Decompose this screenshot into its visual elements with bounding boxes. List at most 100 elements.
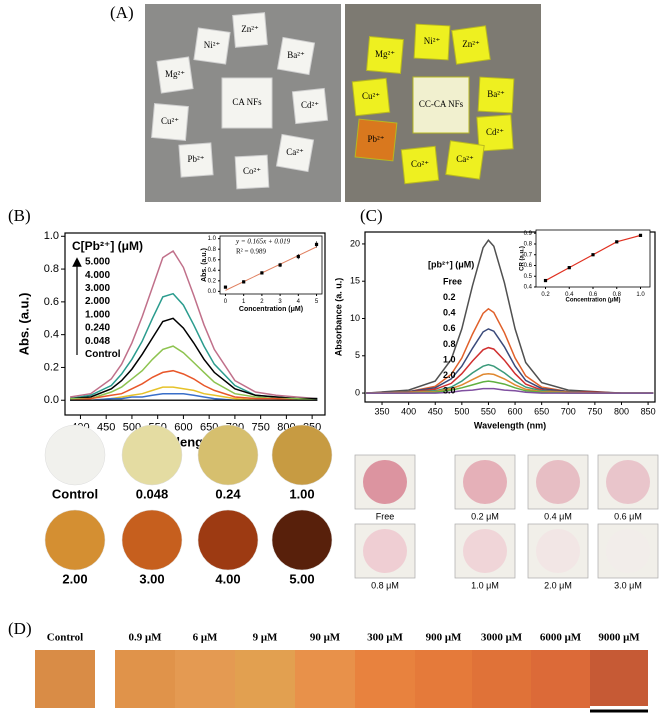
swatch-label: 300 μM	[367, 632, 403, 644]
sample-label: Ni²⁺	[424, 36, 441, 46]
photo-label: 1.0 μM	[471, 580, 499, 590]
data-point	[543, 278, 548, 283]
x-tick-label: 0	[224, 299, 228, 305]
swatch-photo	[355, 650, 415, 708]
legend-entry: 0.2	[443, 292, 456, 302]
y-tick-label: 5	[355, 350, 360, 360]
sample-square	[477, 76, 515, 114]
data-point	[638, 233, 643, 237]
photo-label: 0.048	[136, 486, 169, 501]
y-tick-label: 0.2	[208, 278, 217, 284]
y-axis-title: Absorbance (a. u.)	[333, 278, 343, 357]
x-tick-label: 450	[97, 422, 115, 434]
x-tick-label: 0.2	[541, 292, 550, 298]
legend-entry: 0.4	[443, 308, 456, 318]
sample-label: Ba²⁺	[487, 89, 505, 99]
sample-square	[178, 142, 214, 178]
sample-label: Pb²⁺	[368, 134, 385, 144]
swatch-photo	[590, 650, 648, 706]
x-axis-title: Concentration (μM)	[239, 306, 303, 313]
panel-label: (D)	[8, 619, 32, 638]
swatch-photo	[175, 650, 235, 708]
sample-square	[232, 12, 268, 48]
y-tick-label: 0.5	[524, 274, 533, 280]
data-point	[567, 266, 571, 270]
sample-square	[476, 114, 514, 152]
y-tick-label: 0.6	[524, 263, 533, 269]
test-paper-photo	[536, 460, 580, 504]
legend-entry: 1.000	[85, 309, 110, 320]
x-tick-label: 4	[297, 299, 301, 305]
x-tick-label: 5	[315, 299, 319, 305]
y-axis-title: Abs. (a.u.)	[201, 248, 208, 282]
swatch-label: 6000 μM	[540, 632, 582, 644]
x-axis-title: Wavelength (nm)	[474, 420, 546, 430]
photo-label: 3.0 μM	[614, 580, 642, 590]
swatch-photo	[115, 650, 175, 708]
sample-square	[445, 140, 485, 180]
spectrum-line	[366, 387, 654, 394]
spectrum-line	[366, 239, 654, 394]
x-tick-label: 3	[278, 299, 282, 305]
photo-label: 2.00	[62, 571, 87, 586]
y-tick-label: 0.4	[44, 329, 59, 341]
photo-label: 0.2 μM	[471, 511, 499, 521]
data-point	[223, 285, 228, 289]
y-tick-label: 0.8	[44, 263, 59, 275]
sample-square	[413, 23, 451, 61]
sample-label: CA NFs	[232, 97, 262, 107]
sample-label: Zn²⁺	[241, 24, 259, 34]
y-tick-label: 0.9	[524, 231, 533, 237]
y-tick-label: 1.0	[44, 230, 59, 242]
sample-label: Cu²⁺	[161, 116, 179, 126]
test-paper-photo	[463, 529, 507, 573]
x-tick-label: 650	[534, 407, 549, 417]
swatch-photo	[415, 650, 472, 708]
sample-label: Co²⁺	[243, 166, 261, 176]
x-tick-label: 700	[561, 407, 576, 417]
sample-label: Ba²⁺	[287, 50, 305, 60]
swatch-label: 900 μM	[426, 632, 462, 644]
swatch-photo	[35, 650, 95, 708]
sample-label: Pb²⁺	[188, 154, 205, 164]
fit-equation: y = 0.165x + 0.019	[235, 238, 291, 246]
y-tick-label: 0.8	[524, 242, 533, 248]
sample-label: Ca²⁺	[456, 154, 474, 164]
y-tick-label: 0.0	[208, 289, 217, 295]
legend-title: C[Pb²⁺] (μM)	[72, 239, 143, 253]
sample-square	[234, 154, 270, 190]
test-strip-photo	[121, 509, 183, 571]
x-tick-label: 0.8	[613, 292, 622, 298]
y-tick-label: 0.0	[44, 394, 59, 406]
sample-square	[276, 36, 316, 76]
sample-square	[291, 87, 329, 125]
legend-entry: Control	[85, 349, 121, 360]
legend-entry: 0.8	[443, 339, 456, 349]
sample-square	[156, 56, 194, 94]
test-paper-photo	[363, 529, 407, 573]
legend-entry: 3.0	[443, 386, 456, 396]
swatch-photo	[472, 650, 531, 708]
photo-label: 0.6 μM	[614, 511, 642, 521]
x-tick-label: 1	[242, 299, 246, 305]
x-tick-label: 400	[401, 407, 416, 417]
sample-label: CC-CA NFs	[419, 99, 464, 109]
photo-label: 2.0 μM	[544, 580, 572, 590]
data-point	[615, 240, 619, 244]
photo-label: Free	[376, 511, 395, 521]
legend-title: [pb²⁺] (μM)	[428, 259, 474, 269]
data-point	[260, 271, 264, 275]
test-paper-photo	[606, 529, 650, 573]
y-tick-label: 0.4	[524, 285, 533, 291]
y-axis-title: Abs. (a.u.)	[16, 293, 31, 356]
sample-label: Mg²⁺	[165, 69, 185, 79]
data-point	[278, 263, 282, 267]
x-tick-label: 2	[260, 299, 264, 305]
r-squared: R² = 0.989	[236, 248, 266, 256]
test-strip-photo	[44, 509, 106, 571]
sample-square	[354, 118, 398, 162]
x-tick-label: 850	[641, 407, 656, 417]
sample-label: Zn²⁺	[462, 39, 480, 49]
